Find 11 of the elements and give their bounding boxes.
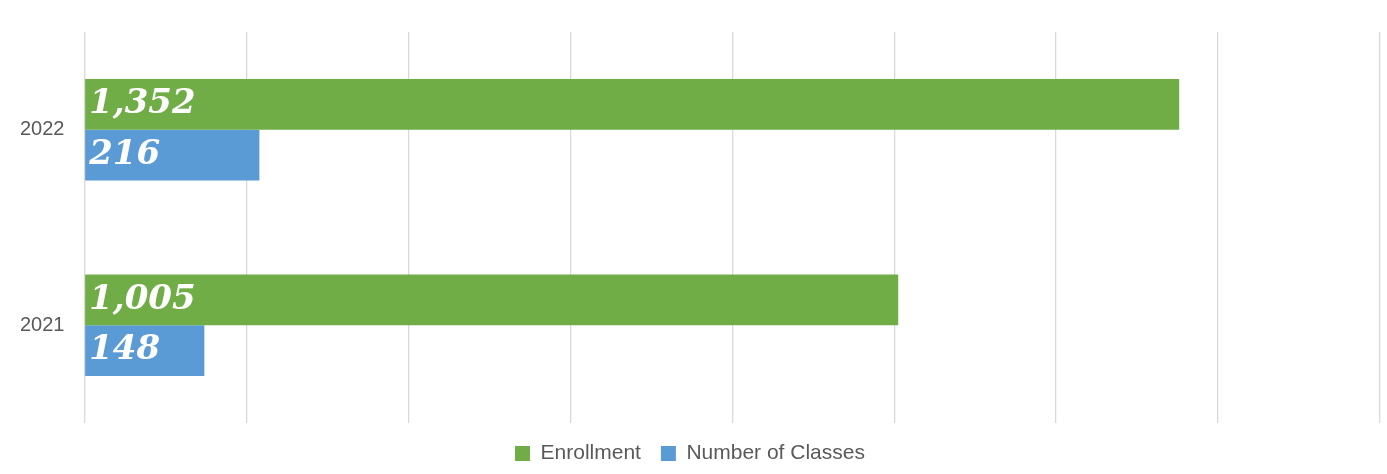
y-tick-label: 2021 (19, 312, 65, 335)
bar (85, 274, 899, 326)
data-label: 216 (88, 131, 161, 172)
data-label: 1,005 (89, 276, 196, 317)
legend-label: Number of Classes (686, 440, 865, 464)
bar (85, 78, 1180, 130)
data-label: 1,352 (89, 81, 196, 122)
bar (85, 129, 260, 181)
data-label: 148 (89, 327, 161, 368)
y-tick-label: 2022 (19, 117, 65, 140)
legend-label: Enrollment (540, 440, 642, 464)
